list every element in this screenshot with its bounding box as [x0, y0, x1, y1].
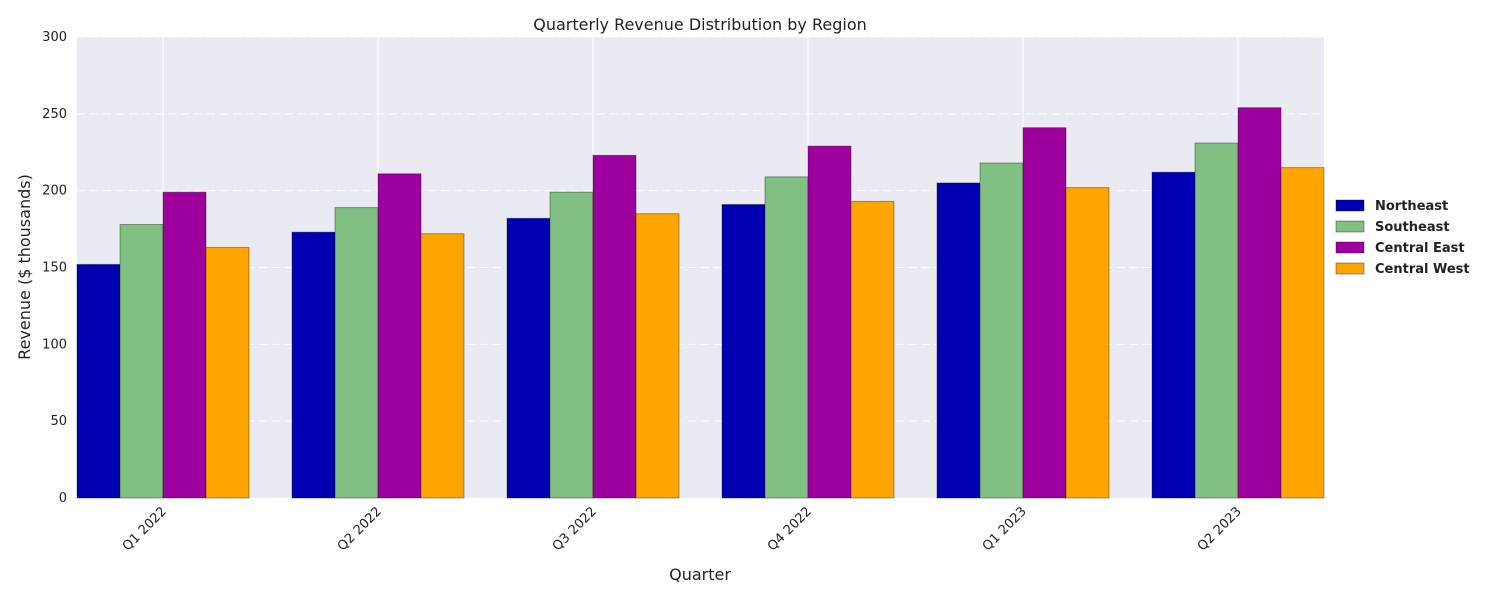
bar-central-east	[162, 191, 207, 499]
legend-swatch	[1335, 241, 1365, 254]
bar-southeast	[549, 191, 594, 499]
bar-southeast	[979, 162, 1024, 499]
x-tick-label: Q1 2023	[980, 504, 1030, 554]
chart-title: Quarterly Revenue Distribution by Region	[533, 15, 867, 34]
x-tick-label: Q2 2022	[335, 504, 385, 554]
bar-northeast	[1151, 171, 1196, 499]
bar-southeast	[1194, 142, 1239, 499]
bar-southeast	[119, 223, 164, 499]
bar-southeast	[334, 207, 379, 499]
bar-northeast	[721, 203, 766, 499]
legend-label: Central West	[1375, 262, 1470, 277]
y-axis-ticks: 0 50 100 150 200 250 300	[42, 30, 67, 506]
y-tick-label: 0	[59, 491, 67, 506]
y-tick-label: 300	[42, 30, 67, 45]
x-axis-ticks: Q1 2022 Q2 2022 Q3 2022 Q4 2022 Q1 2023 Q2 20…	[120, 504, 1245, 554]
bar-central-east	[807, 145, 852, 499]
bar-central-west	[635, 213, 680, 499]
legend-swatch	[1335, 220, 1365, 233]
legend-swatch	[1335, 262, 1365, 275]
bar-central-east	[1237, 107, 1282, 499]
y-tick-label: 200	[42, 184, 67, 199]
legend-label: Southeast	[1375, 220, 1450, 235]
x-tick-label: Q2 2023	[1195, 504, 1245, 554]
x-axis-label: Quarter	[669, 565, 731, 584]
y-tick-label: 150	[42, 261, 67, 276]
plot-area	[77, 37, 1324, 498]
bar-central-west	[850, 200, 895, 499]
bar-central-west	[420, 233, 465, 499]
bar-southeast	[764, 176, 809, 499]
legend-label: Central East	[1375, 241, 1465, 256]
bar-northeast	[936, 182, 981, 499]
bars	[76, 107, 1325, 499]
x-tick-label: Q4 2022	[765, 504, 815, 554]
x-tick-label: Q3 2022	[550, 504, 600, 554]
bar-northeast	[291, 231, 336, 499]
legend-swatch	[1335, 199, 1365, 212]
legend-label: Northeast	[1375, 199, 1448, 214]
bar-central-west	[205, 247, 250, 499]
y-axis-label: Revenue ($ thousands)	[15, 174, 34, 360]
x-tick-label: Q1 2022	[120, 504, 170, 554]
bar-northeast	[76, 263, 121, 499]
bar-northeast	[506, 217, 551, 499]
bar-central-west	[1280, 167, 1325, 499]
y-tick-label: 100	[42, 337, 67, 352]
y-tick-label: 50	[50, 414, 67, 429]
bar-central-east	[377, 173, 422, 499]
bar-central-west	[1065, 187, 1110, 499]
bar-central-east	[592, 154, 637, 499]
bar-central-east	[1022, 127, 1067, 499]
legend: Northeast Southeast Central East Central We…	[1335, 199, 1470, 277]
y-tick-label: 250	[42, 107, 67, 122]
